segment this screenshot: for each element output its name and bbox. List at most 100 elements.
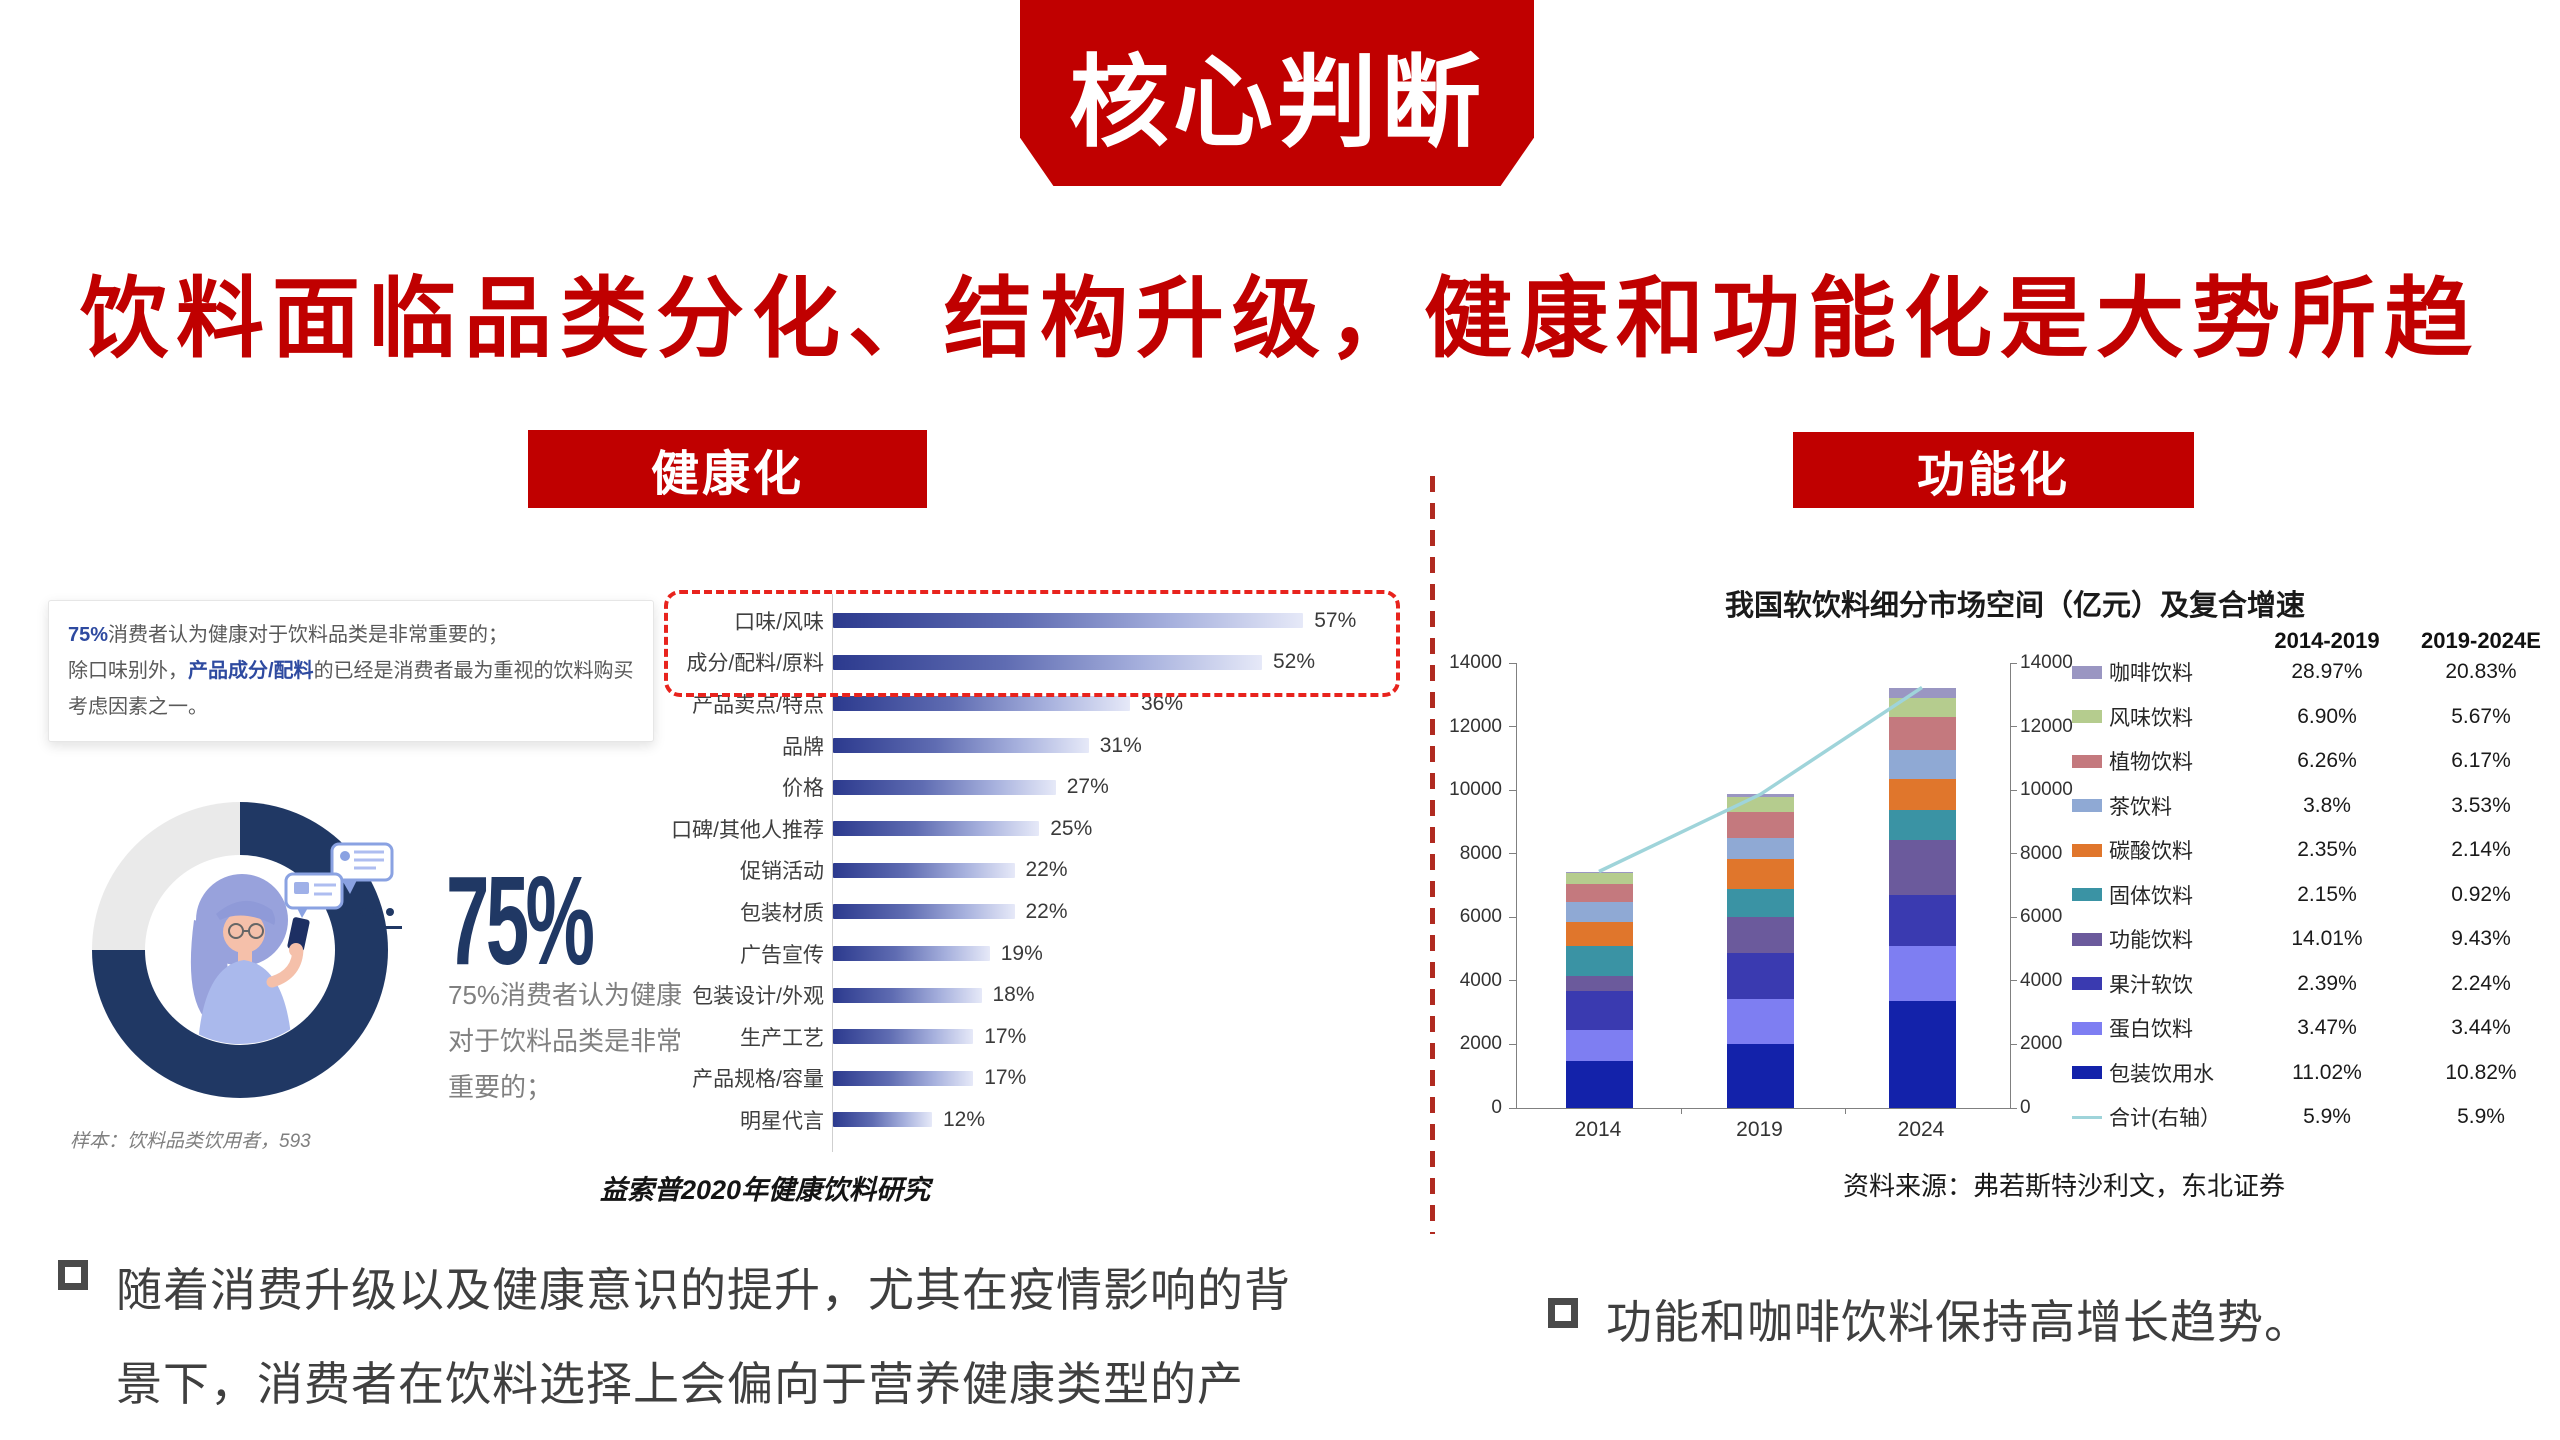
cagr-value-2014-2019: 3.8% [2303,793,2351,817]
cagr-value-2014-2019: 6.26% [2297,749,2357,773]
hbar-bar [833,946,990,962]
right-takeaway-bullet: 功能和咖啡饮料保持高增长趋势。 [1606,1296,2311,1348]
legend-row: 咖啡饮料 28.97% 20.83% [2072,650,2560,695]
legend-row: 果汁软饮 2.39% 2.24% [2072,962,2560,1007]
hbar-bar [833,821,1040,837]
right-axis-tick-label: 4000 [2020,969,2063,991]
donut-percent-label: 75% [446,850,595,991]
speech-bubble-icon [330,842,394,894]
stack-segment-果汁软饮 [1565,991,1633,1031]
legend-name-cell: 合计(右轴） [2072,1102,2252,1132]
hbar-bar [833,904,1015,920]
infobox-highlight-ingredient: 产品成分/配料 [188,660,314,682]
legend-label: 蛋白饮料 [2109,1018,2193,1042]
hbar-value-label: 19% [1000,941,1043,965]
page-title: 饮料面临品类分化、结构升级，健康和功能化是大势所趋 [79,269,2480,368]
hbar-category-label: 品牌 [782,735,824,759]
cagr-value-2019-2024e: 3.44% [2451,1016,2511,1040]
legend-name-cell: 茶饮料 [2072,791,2252,821]
left-axis-tick [1509,1107,1516,1109]
cagr-value-2014-2019: 2.35% [2297,838,2357,862]
woman-torso [198,960,292,1044]
legend-swatch-icon [2072,754,2102,768]
legend-label: 果汁软饮 [2109,973,2193,997]
legend-row: 固体饮料 2.15% 0.92% [2072,873,2560,918]
cagr-value-2014-2019: 28.97% [2291,660,2363,684]
section-banner-healthization-label: 健康化 [650,448,804,501]
stack-segment-蛋白饮料 [1565,1030,1633,1062]
cagr-header-2019-2024e: 2019-2024E [2421,628,2541,653]
cagr-value-2019-2024e: 9.43% [2451,927,2511,951]
stack-segment-功能饮料 [1565,976,1633,992]
left-axis-tick [1509,1043,1516,1045]
right-axis-tick [2010,980,2017,982]
hbar-value-label: 12% [943,1107,986,1131]
core-judgment-badge: 核心判断 [1020,0,1534,186]
stacked-bar-column [1565,871,1633,1108]
hbar-value-label: 27% [1066,775,1109,799]
hbar-row: 包装材质 22% [652,891,1392,933]
stack-segment-固体饮料 [1888,809,1956,841]
hbar-row: 广告宣传 19% [652,933,1392,975]
cagr-value-2019-2024e: 2.24% [2451,971,2511,995]
right-axis-tick-label: 0 [2020,1097,2031,1118]
legend-label: 茶饮料 [2109,795,2172,819]
stack-segment-茶饮料 [1888,749,1956,779]
hbar-category-label: 广告宣传 [740,943,824,967]
left-takeaway-bullet: 随着消费升级以及健康意识的提升，尤其在疫情影响的背景下，消费者在饮料选择上会偏向… [116,1264,1291,1410]
stack-segment-碳酸饮料 [1565,922,1633,946]
left-axis-tick-label: 8000 [1459,842,1502,864]
legend-name-cell: 咖啡饮料 [2072,657,2252,687]
legend-name-cell: 果汁软饮 [2072,969,2252,999]
legend-row: 茶饮料 3.8% 3.53% [2072,784,2560,829]
woman-hand [289,943,303,957]
hbar-value-label: 36% [1141,691,1184,715]
total-line [1598,686,1923,874]
right-axis-tick [2010,662,2017,664]
hbar-red-dashed-highlight [664,590,1400,697]
legend-swatch-icon [2072,1066,2102,1080]
stack-segment-功能饮料 [1727,917,1794,954]
stack-segment-植物饮料 [1888,717,1956,750]
hbar-category-label: 明星代言 [740,1109,824,1133]
x-axis-label: 2019 [1736,1118,1783,1141]
legend-row: 碳酸饮料 2.35% 2.14% [2072,828,2560,873]
legend-row: 功能饮料 14.01% 9.43% [2072,917,2560,962]
hbar-category-label: 促销活动 [740,860,824,884]
legend-swatch-icon [2072,710,2102,724]
cagr-value-2019-2024e: 5.67% [2451,704,2511,728]
legend-label: 合计(右轴） [2109,1107,2221,1131]
legend-name-cell: 蛋白饮料 [2072,1013,2252,1043]
legend-label: 风味饮料 [2109,706,2193,730]
cagr-value-2019-2024e: 10.82% [2445,1060,2517,1084]
legend-cagr-table: 咖啡饮料 28.97% 20.83% 风味饮料 6.90% 5.67% 植物饮料 6.26% 6… [2072,650,2560,1140]
hbar-value-label: 22% [1025,899,1068,923]
stack-segment-固体饮料 [1565,945,1633,977]
cagr-value-2014-2019: 11.02% [2292,1060,2362,1084]
infobox-text-2: 除口味别外， [68,660,188,682]
left-axis-tick-label: 10000 [1449,779,1502,801]
infobox-highlight-percent: 75% [68,624,109,646]
infobox-text-3: 的已经是消费者最为重视的饮料购买考虑因素之一。 [68,660,634,718]
hbar-category-label: 产品规格/容量 [692,1068,824,1092]
x-axis-tick [1845,1108,1847,1114]
hbar-bar [833,1029,974,1045]
left-axis-tick [1509,726,1516,728]
left-axis-tick-label: 12000 [1449,715,1502,737]
donut-description: 75%消费者认为健康 对于饮料品类是非常 重要的； [448,980,683,1102]
hbar-category-label: 口味/风味 [734,610,824,634]
hbar-row: 品牌 31% [652,725,1392,767]
hbar-category-label: 成分/配料/原料 [686,652,824,676]
left-axis-tick-label: 2000 [1459,1033,1502,1055]
legend-row: 合计(右轴） 5.9% 5.9% [2072,1095,2560,1140]
hbar-row: 生产工艺 17% [652,1016,1392,1058]
right-axis-tick-label: 12000 [2020,715,2073,737]
cagr-value-2019-2024e: 0.92% [2451,882,2511,906]
hbar-axis-line [832,594,833,1152]
hbar-value-label: 57% [1314,608,1357,632]
legend-name-cell: 碳酸饮料 [2072,835,2252,865]
infobox-text-1: 消费者认为健康对于饮料品类是非常重要的； [108,624,509,646]
section-banner-healthization: 健康化 [528,430,927,508]
left-axis-tick [1509,662,1516,664]
right-axis-tick [2010,1107,2017,1109]
